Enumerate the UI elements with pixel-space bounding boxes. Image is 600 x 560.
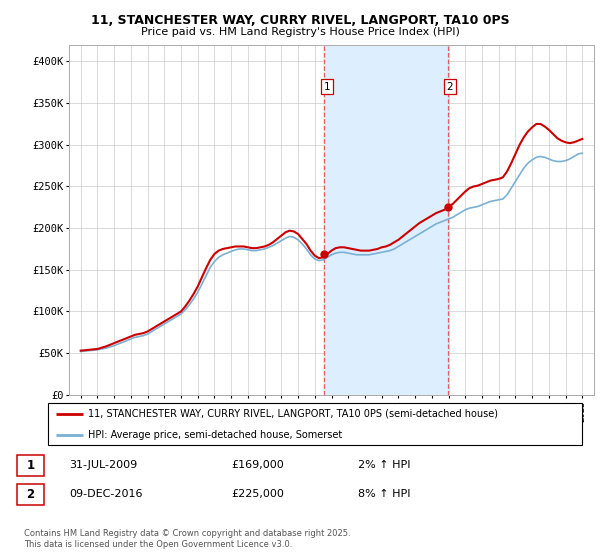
Text: £225,000: £225,000	[231, 489, 284, 500]
Text: 8% ↑ HPI: 8% ↑ HPI	[358, 489, 410, 500]
Text: 09-DEC-2016: 09-DEC-2016	[70, 489, 143, 500]
Text: 2: 2	[26, 488, 34, 501]
Text: 11, STANCHESTER WAY, CURRY RIVEL, LANGPORT, TA10 0PS (semi-detached house): 11, STANCHESTER WAY, CURRY RIVEL, LANGPO…	[88, 409, 498, 419]
Text: Price paid vs. HM Land Registry's House Price Index (HPI): Price paid vs. HM Land Registry's House …	[140, 27, 460, 37]
Text: £169,000: £169,000	[231, 460, 284, 470]
Text: 2: 2	[447, 82, 454, 92]
Text: 11, STANCHESTER WAY, CURRY RIVEL, LANGPORT, TA10 0PS: 11, STANCHESTER WAY, CURRY RIVEL, LANGPO…	[91, 14, 509, 27]
Bar	[325, 45, 448, 395]
Text: 1: 1	[26, 459, 34, 472]
Text: HPI: Average price, semi-detached house, Somerset: HPI: Average price, semi-detached house,…	[88, 430, 342, 440]
Bar	[17, 455, 44, 476]
Text: Contains HM Land Registry data © Crown copyright and database right 2025.
This d: Contains HM Land Registry data © Crown c…	[24, 529, 350, 549]
Text: 2% ↑ HPI: 2% ↑ HPI	[358, 460, 410, 470]
Bar	[17, 484, 44, 505]
Text: 1: 1	[323, 82, 330, 92]
Text: 31-JUL-2009: 31-JUL-2009	[70, 460, 138, 470]
